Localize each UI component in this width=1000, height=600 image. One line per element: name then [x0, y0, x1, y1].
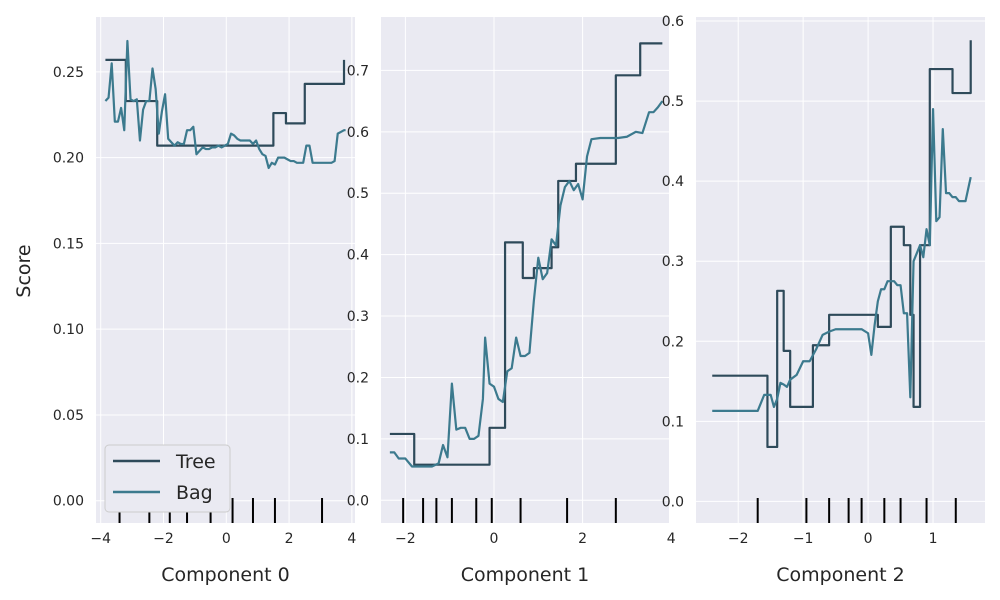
series-line-tree [712, 40, 972, 449]
y-tick-label: 0.6 [662, 14, 684, 30]
x-tick-label: 0 [490, 531, 499, 547]
series-line-bag [389, 100, 664, 468]
plot-area [381, 17, 669, 523]
y-tick-label: 0.0 [662, 494, 684, 510]
y-tick-label: 0.4 [662, 174, 684, 190]
y-tick-label: 0.0 [347, 493, 369, 509]
series-line-bag [104, 39, 346, 170]
y-tick-label: 0.15 [53, 236, 84, 252]
y-tick-label: 0.3 [662, 254, 684, 270]
x-tick-label: 2 [285, 531, 294, 547]
series-line-tree [389, 42, 663, 466]
y-tick-label: 0.5 [347, 186, 369, 202]
y-tick-label: 0.4 [347, 248, 369, 264]
x-tick-label: 2 [578, 531, 587, 547]
legend-label-tree: Tree [175, 451, 216, 473]
x-tick-label: 4 [347, 531, 356, 547]
y-tick-label: 0.00 [53, 494, 84, 510]
x-axis-label: Component 2 [776, 564, 904, 586]
x-tick-label: −1 [793, 531, 814, 547]
y-tick-label: 0.1 [662, 414, 684, 430]
x-tick-label: −2 [728, 531, 749, 547]
subplot-component-0: −4 −2 0 2 4 0.00 0.05 0.10 0.15 0.20 0.25 Component… [53, 17, 356, 586]
x-tick-label: 0 [864, 531, 873, 547]
legend: Tree Bag [104, 444, 231, 513]
legend-label-bag: Bag [176, 482, 213, 504]
y-tick-label: 0.25 [53, 65, 84, 81]
subplot-component-1: −2 0 2 4 0.0 0.1 0.2 0.3 0.4 0.5 0.6 0.7 Component 1 [347, 17, 676, 586]
x-tick-label: −4 [90, 531, 111, 547]
y-tick-label: 0.1 [347, 432, 369, 448]
x-tick-label: 1 [929, 531, 938, 547]
y-tick-label: 0.7 [347, 63, 369, 79]
y-tick-label: 0.05 [53, 408, 84, 424]
x-tick-label: −2 [395, 531, 416, 547]
y-tick-label: 0.2 [662, 334, 684, 350]
y-tick-label: 0.6 [347, 125, 369, 141]
x-tick-label: 4 [667, 531, 676, 547]
x-tick-label: −2 [153, 531, 174, 547]
plot-area [696, 17, 985, 523]
series-line-bag [712, 107, 972, 413]
y-tick-label: 0.2 [347, 370, 369, 386]
subplot-component-2: −2 −1 0 1 0.0 0.1 0.2 0.3 0.4 0.5 0.6 Component 2 [662, 14, 985, 586]
y-tick-label: 0.5 [662, 94, 684, 110]
y-tick-label: 0.10 [53, 322, 84, 338]
y-tick-label: 0.20 [53, 151, 84, 167]
x-axis-label: Component 1 [461, 564, 589, 586]
x-axis-label: Component 0 [161, 564, 289, 586]
y-tick-label: 0.3 [347, 309, 369, 325]
x-tick-label: 0 [222, 531, 231, 547]
y-axis-label: Score [13, 244, 35, 297]
